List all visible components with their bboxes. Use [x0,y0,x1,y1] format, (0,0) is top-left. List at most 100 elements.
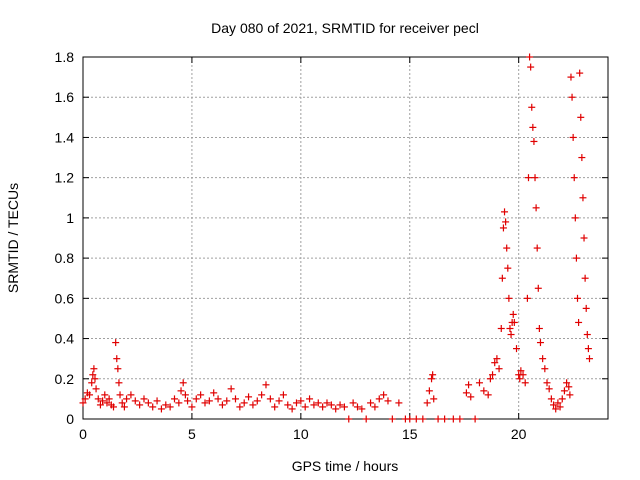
data-point [536,339,544,347]
x-tick-label: 0 [79,426,87,442]
data-points [79,53,593,423]
data-point [310,401,318,409]
data-point [497,325,505,332]
data-point [181,391,189,399]
gridlines [83,57,608,419]
data-point [509,310,517,318]
data-point [556,403,564,411]
data-point [123,395,131,403]
data-point [554,399,562,407]
data-point [465,381,473,389]
data-point [349,399,357,407]
data-point [491,359,499,367]
data-point [249,401,257,409]
data-point [581,274,589,282]
data-point [345,415,353,423]
data-point [502,218,510,226]
data-point [530,137,538,145]
data-point [441,415,449,423]
data-point [89,371,97,379]
data-point [585,355,593,363]
data-point [523,294,531,302]
data-point [114,365,122,373]
data-point [340,403,348,411]
data-point [197,391,205,399]
data-point [258,391,266,399]
data-point [140,395,148,403]
data-point [532,204,540,212]
data-point [569,133,577,141]
data-point [566,391,574,399]
y-tick-label: 0 [66,411,74,427]
data-point [579,194,587,202]
data-point [271,403,279,411]
data-point [149,403,157,411]
data-point [314,399,322,407]
data-point [266,395,274,403]
data-point [471,415,479,423]
y-tick-label: 0.2 [55,371,75,387]
data-point [136,401,144,409]
data-point [412,415,420,423]
data-point [188,403,196,411]
data-point [583,331,591,339]
y-tick-label: 1.4 [55,129,75,145]
chart-title: Day 080 of 2021, SRMTID for receiver pec… [211,20,479,36]
data-point [109,403,117,411]
data-point [81,395,89,403]
data-point [567,73,575,81]
data-point [531,174,539,182]
data-point [336,401,344,409]
data-point [535,325,543,332]
data-point [541,365,549,373]
data-point [475,379,483,387]
data-point [534,284,542,292]
data-point [516,375,524,383]
y-tick-label: 1.2 [55,170,75,186]
data-point [388,415,396,423]
data-point [240,399,248,407]
data-point [486,375,494,383]
plot-frame [82,56,609,420]
data-point [115,379,123,387]
axis-ticks: 0 5 10 15 20 0 0.2 0.4 0.6 0.8 1 1.2 1.4 1.6 1.8 [55,49,608,442]
data-point [539,355,547,363]
data-point [162,401,170,409]
data-point [576,69,584,77]
data-point [423,399,431,407]
data-point [262,381,270,389]
data-point [504,264,512,272]
x-axis-title: GPS time / hours [292,458,399,474]
x-tick-label: 20 [511,426,527,442]
data-point [380,391,388,399]
data-point [550,401,558,409]
data-point [205,397,213,405]
data-point [231,395,239,403]
data-point [227,385,235,393]
data-point [577,113,585,121]
data-point [560,387,568,395]
data-point [170,395,178,403]
data-point [99,397,107,405]
data-point [214,395,222,403]
data-point [495,365,503,373]
data-point [184,397,192,405]
data-point [552,405,560,413]
data-point [529,123,537,131]
data-point [524,174,532,182]
data-point [570,174,578,182]
data-point [575,318,583,326]
data-point [113,355,121,363]
data-point [498,274,506,282]
data-point [503,244,511,252]
data-point [584,345,592,353]
data-point [565,383,573,391]
data-point [480,387,488,395]
data-point [430,395,438,403]
data-point [578,154,586,162]
data-point [127,391,135,399]
data-point [177,387,185,395]
data-point [521,379,529,387]
y-tick-label: 0.4 [55,331,75,347]
y-tick-label: 1.8 [55,49,75,65]
